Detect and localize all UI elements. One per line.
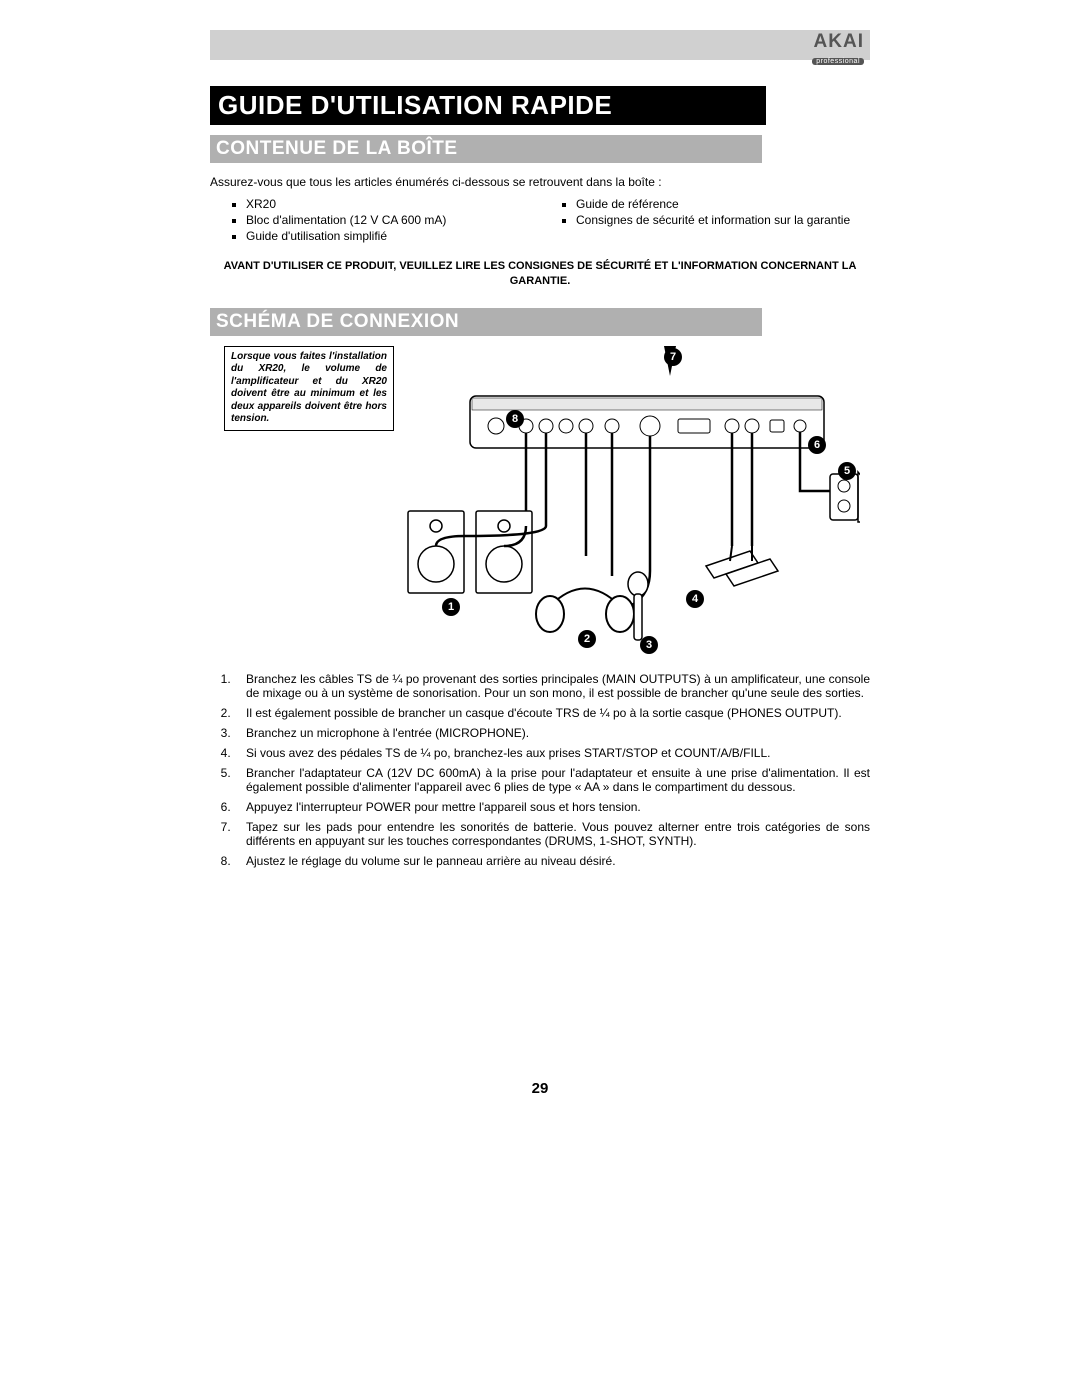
callout-1: 1 (442, 598, 460, 616)
brand-name: AKAI (812, 32, 864, 51)
brand-subtitle: professional (812, 58, 864, 65)
list-item: Consignes de sécurité et information sur… (576, 213, 870, 227)
step-item: Appuyez l'interrupteur POWER pour mettre… (234, 800, 870, 814)
box-contents-columns: XR20 Bloc d'alimentation (12 V CA 600 mA… (210, 197, 870, 245)
step-item: Branchez les câbles TS de ¼ po provenant… (234, 672, 870, 700)
callout-6: 6 (808, 436, 826, 454)
callout-7: 7 (664, 348, 682, 366)
header-bar: AKAI professional (210, 30, 870, 60)
step-item: Branchez un microphone à l'entrée (MICRO… (234, 726, 870, 740)
section-heading-box: CONTENUE DE LA BOÎTE (210, 135, 762, 163)
callout-4: 4 (686, 590, 704, 608)
connection-steps: Branchez les câbles TS de ¼ po provenant… (210, 672, 870, 868)
page-number: 29 (0, 1080, 1080, 1097)
connection-diagram: 7 8 6 5 1 2 3 4 (390, 346, 860, 666)
box-left-list: XR20 Bloc d'alimentation (12 V CA 600 mA… (210, 197, 540, 245)
callout-5: 5 (838, 462, 856, 480)
list-item: Guide de référence (576, 197, 870, 211)
installation-note: Lorsque vous faites l'installation du XR… (224, 346, 394, 431)
box-intro-text: Assurez-vous que tous les articles énumé… (210, 175, 870, 189)
step-item: Ajustez le réglage du volume sur le pann… (234, 854, 870, 868)
manual-page: AKAI professional GUIDE D'UTILISATION RA… (0, 0, 1080, 1397)
callout-2: 2 (578, 630, 596, 648)
brand-logo: AKAI professional (812, 32, 864, 67)
list-item: XR20 (246, 197, 540, 211)
connection-diagram-area: Lorsque vous faites l'installation du XR… (210, 346, 870, 666)
step-item: Brancher l'adaptateur CA (12V DC 600mA) … (234, 766, 870, 794)
step-item: Tapez sur les pads pour entendre les son… (234, 820, 870, 848)
safety-warning: AVANT D'UTILISER CE PRODUIT, VEUILLEZ LI… (210, 259, 870, 290)
page-title: GUIDE D'UTILISATION RAPIDE (210, 86, 766, 125)
step-item: Si vous avez des pédales TS de ¼ po, bra… (234, 746, 870, 760)
list-item: Bloc d'alimentation (12 V CA 600 mA) (246, 213, 540, 227)
callout-3: 3 (640, 636, 658, 654)
step-item: Il est également possible de brancher un… (234, 706, 870, 720)
callout-8: 8 (506, 410, 524, 428)
box-right-list: Guide de référence Consignes de sécurité… (540, 197, 870, 245)
diagram-svg (390, 346, 860, 666)
section-heading-connection: SCHÉMA DE CONNEXION (210, 308, 762, 336)
list-item: Guide d'utilisation simplifié (246, 229, 540, 243)
